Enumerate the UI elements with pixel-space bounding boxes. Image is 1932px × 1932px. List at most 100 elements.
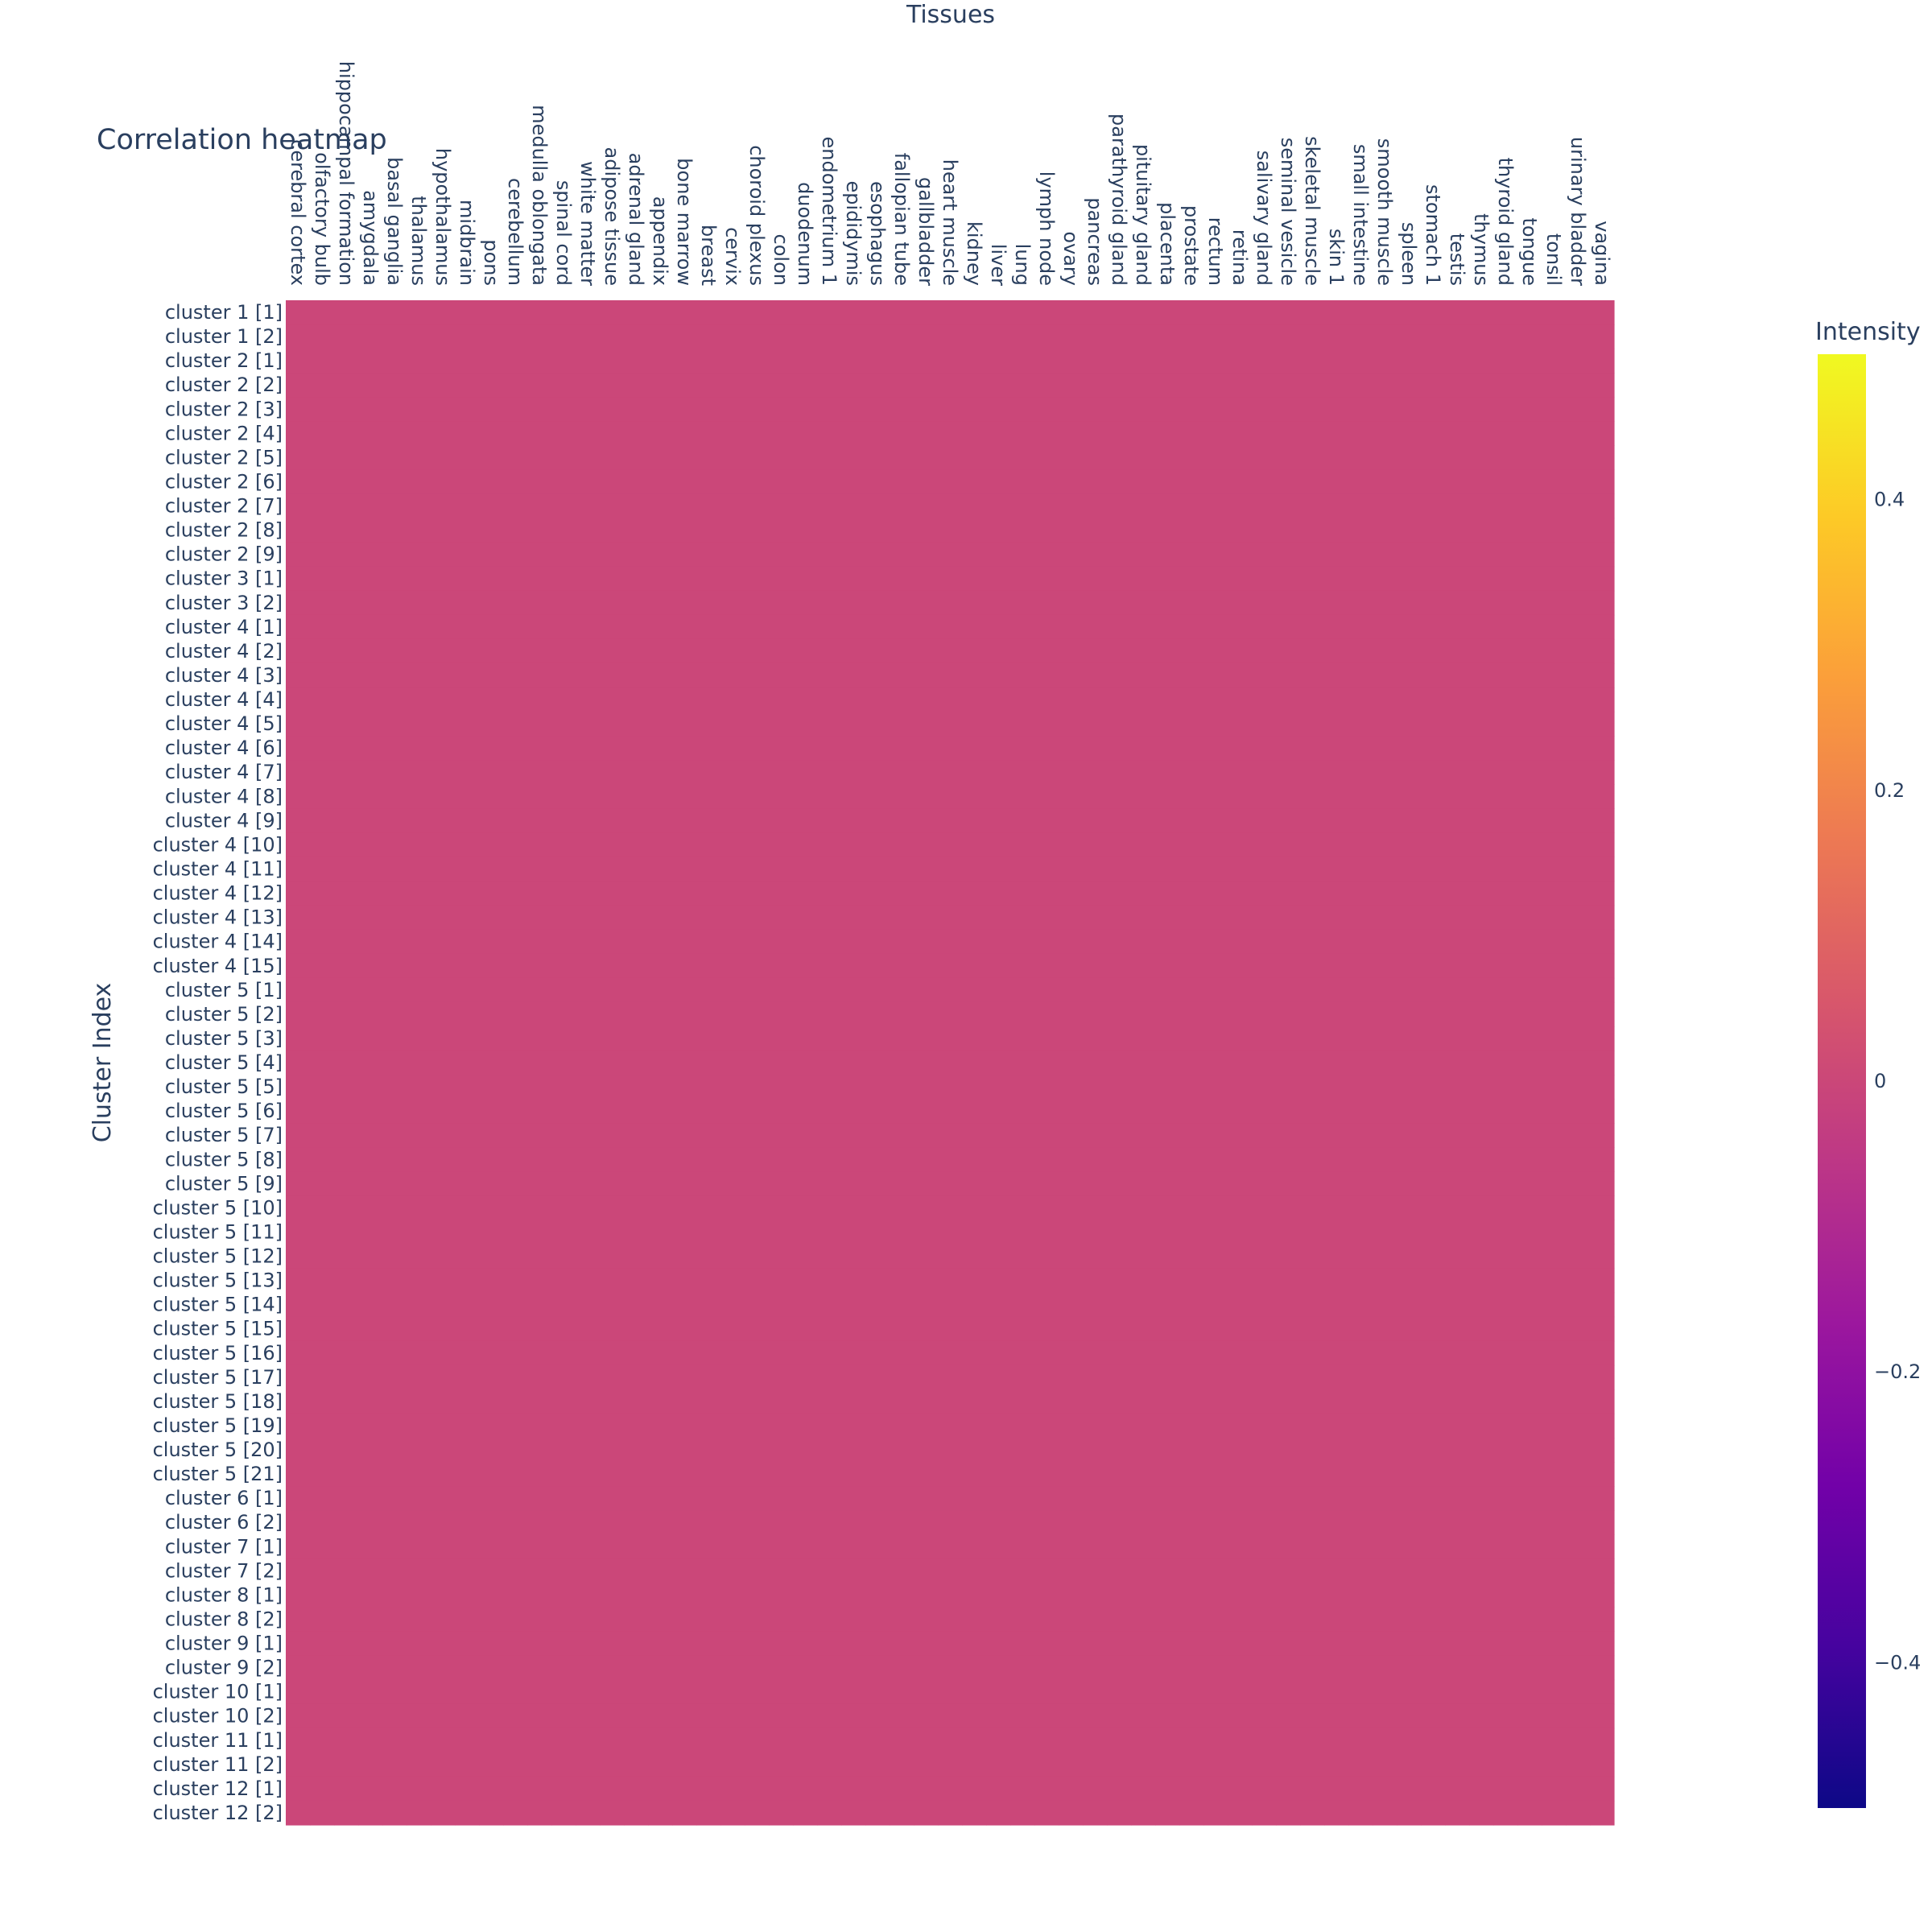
heatmap-cell bbox=[648, 687, 673, 712]
heatmap-cell bbox=[1397, 1752, 1422, 1777]
heatmap-cell bbox=[407, 1171, 431, 1196]
heatmap-cell bbox=[1542, 1631, 1567, 1657]
heatmap-cell bbox=[407, 421, 431, 446]
heatmap-cell bbox=[1421, 1655, 1446, 1681]
heatmap-cell bbox=[479, 1728, 504, 1753]
heatmap-cell bbox=[382, 1195, 407, 1221]
heatmap-cell bbox=[1397, 1462, 1422, 1487]
heatmap-cell bbox=[769, 977, 794, 1003]
heatmap-cell bbox=[1324, 590, 1349, 616]
heatmap-cell bbox=[286, 1558, 311, 1583]
heatmap-cell bbox=[962, 518, 987, 543]
heatmap-cell bbox=[865, 1099, 890, 1124]
heatmap-cell bbox=[1276, 300, 1301, 325]
heatmap-cell bbox=[1324, 760, 1349, 785]
heatmap-cell bbox=[745, 1776, 770, 1802]
heatmap-cell bbox=[431, 349, 456, 374]
heatmap-cell bbox=[1059, 832, 1084, 858]
heatmap-cell bbox=[914, 784, 939, 809]
heatmap-cell bbox=[890, 1462, 914, 1487]
heatmap-cell bbox=[890, 469, 914, 495]
heatmap-cell bbox=[624, 421, 649, 446]
heatmap-cell bbox=[1276, 1340, 1301, 1366]
heatmap-cell bbox=[1421, 1800, 1446, 1826]
heatmap-cell bbox=[1131, 300, 1156, 325]
heatmap-cell bbox=[310, 1534, 335, 1559]
heatmap-cell bbox=[1324, 1631, 1349, 1657]
heatmap-cell bbox=[1590, 566, 1615, 592]
heatmap-cell bbox=[1276, 905, 1301, 931]
heatmap-cell bbox=[720, 1389, 745, 1414]
heatmap-cell bbox=[334, 1728, 359, 1753]
heatmap-cell bbox=[382, 518, 407, 543]
heatmap-cell bbox=[1179, 469, 1204, 495]
heatmap-cell bbox=[1203, 760, 1228, 785]
heatmap-cell bbox=[696, 1800, 721, 1826]
heatmap-cell bbox=[841, 300, 866, 325]
heatmap-cell bbox=[1083, 808, 1108, 833]
heatmap-cell bbox=[1276, 760, 1301, 785]
heatmap-cell bbox=[1034, 1123, 1059, 1148]
heatmap-cell bbox=[986, 1486, 1011, 1511]
heatmap-cell bbox=[1228, 324, 1253, 349]
heatmap-cell bbox=[1469, 638, 1494, 664]
heatmap-cell bbox=[479, 566, 504, 592]
heatmap-cell bbox=[986, 929, 1011, 955]
heatmap-cell bbox=[624, 1001, 649, 1027]
heatmap-cell bbox=[600, 1220, 625, 1245]
heatmap-cell bbox=[1203, 1195, 1228, 1221]
heatmap-cell bbox=[334, 1486, 359, 1511]
heatmap-cell bbox=[865, 1703, 890, 1729]
heatmap-cell bbox=[310, 1171, 335, 1196]
heatmap-cell bbox=[1179, 1075, 1204, 1100]
heatmap-cell bbox=[817, 1631, 842, 1657]
heatmap-cell bbox=[551, 1123, 576, 1148]
heatmap-cell bbox=[914, 1244, 939, 1269]
heatmap-cell bbox=[1107, 397, 1132, 422]
heatmap-cell bbox=[503, 881, 528, 906]
heatmap-cell bbox=[286, 1244, 311, 1269]
heatmap-cell bbox=[672, 905, 697, 931]
heatmap-cell bbox=[1228, 663, 1253, 688]
heatmap-cell bbox=[1493, 1026, 1518, 1051]
heatmap-cell bbox=[455, 469, 480, 495]
heatmap-cell bbox=[817, 469, 842, 495]
heatmap-cell bbox=[793, 953, 818, 979]
heatmap-cell bbox=[890, 1389, 914, 1414]
heatmap-cell bbox=[1131, 736, 1156, 761]
heatmap-cell bbox=[334, 1220, 359, 1245]
heatmap-cell bbox=[962, 614, 987, 640]
heatmap-cell bbox=[1107, 566, 1132, 592]
heatmap-cell bbox=[455, 1583, 480, 1608]
heatmap-cell bbox=[1276, 1510, 1301, 1535]
heatmap-cell bbox=[1324, 1462, 1349, 1487]
heatmap-cell bbox=[551, 1075, 576, 1100]
heatmap-cell bbox=[1034, 1703, 1059, 1729]
heatmap-cell bbox=[672, 857, 697, 882]
heatmap-cell bbox=[1155, 1655, 1180, 1681]
heatmap-cell bbox=[1348, 1292, 1373, 1318]
heatmap-cell bbox=[1373, 518, 1397, 543]
heatmap-cell bbox=[431, 905, 456, 931]
heatmap-cell bbox=[841, 1437, 866, 1463]
heatmap-cell bbox=[986, 1534, 1011, 1559]
heatmap-cell bbox=[914, 977, 939, 1003]
heatmap-cell bbox=[1276, 1413, 1301, 1439]
heatmap-cell bbox=[431, 1752, 456, 1777]
heatmap-cell bbox=[1517, 1413, 1542, 1439]
heatmap-cell bbox=[358, 1655, 383, 1681]
x-tick-label: kidney bbox=[963, 221, 985, 286]
heatmap-cell bbox=[310, 1268, 335, 1294]
heatmap-cell bbox=[1445, 760, 1470, 785]
x-tick-label: small intestine bbox=[1349, 144, 1372, 286]
heatmap-cell bbox=[1252, 300, 1277, 325]
heatmap-cell bbox=[1059, 1607, 1084, 1633]
heatmap-cell bbox=[310, 881, 335, 906]
heatmap-cell bbox=[358, 953, 383, 979]
heatmap-cell bbox=[455, 1631, 480, 1657]
heatmap-cell bbox=[1276, 1679, 1301, 1705]
heatmap-cell bbox=[1542, 832, 1567, 858]
heatmap-cell bbox=[865, 1655, 890, 1681]
heatmap-cell bbox=[1276, 736, 1301, 761]
heatmap-cell bbox=[431, 542, 456, 568]
